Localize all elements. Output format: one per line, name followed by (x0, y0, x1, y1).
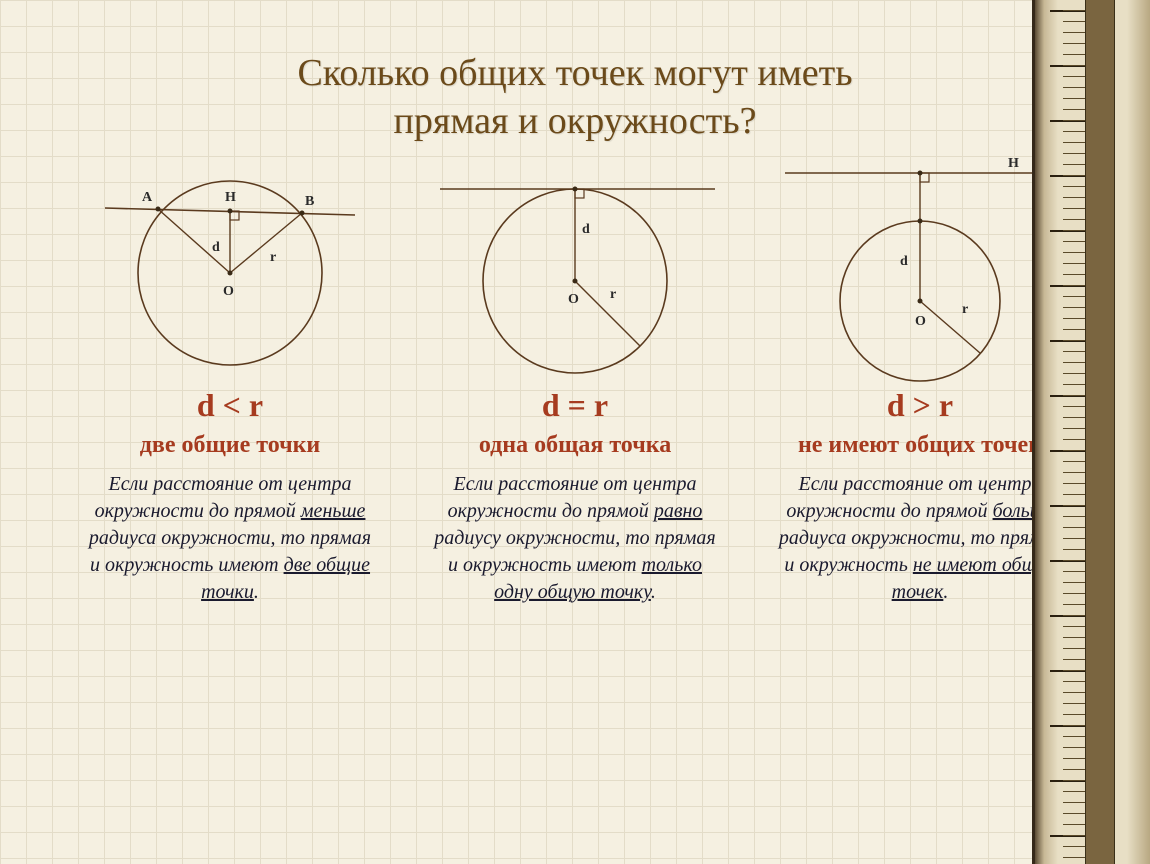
formula-1: d < r (197, 387, 263, 424)
svg-text:d: d (900, 254, 908, 269)
svg-text:r: r (962, 302, 968, 317)
diagram-2: d r О (425, 153, 725, 383)
slide-content: Сколько общих точек могут иметь прямая и… (0, 0, 1150, 864)
formula-3: d > r (887, 387, 953, 424)
page-title: Сколько общих точек могут иметь прямая и… (20, 0, 1130, 145)
svg-text:B: B (305, 194, 314, 209)
case-1: A H B d r О d < r две общие точки Если р… (80, 153, 380, 606)
columns-container: A H B d r О d < r две общие точки Если р… (80, 153, 1070, 606)
description-1: Если расстояние от центра окружности до … (80, 471, 380, 606)
description-3: Если расстояние от центра окружности до … (770, 471, 1070, 606)
subtitle-2: одна общая точка (479, 430, 671, 461)
case-3: H d r О d > r не имеют общих точек Если … (770, 153, 1070, 606)
diagram-1: A H B d r О (80, 153, 380, 383)
figure-two-points: A H B d r О (80, 153, 380, 383)
title-line-1: Сколько общих точек могут иметь (20, 50, 1130, 98)
ruler-groove (1085, 0, 1115, 864)
formula-2: d = r (542, 387, 608, 424)
svg-text:О: О (568, 292, 579, 307)
svg-text:A: A (142, 190, 153, 205)
svg-text:d: d (212, 240, 220, 255)
subtitle-3: не имеют общих точек (798, 430, 1042, 461)
svg-text:H: H (1008, 156, 1019, 171)
case-2: d r О d = r одна общая точка Если рассто… (425, 153, 725, 606)
svg-text:r: r (610, 287, 616, 302)
figure-one-point: d r О (425, 153, 725, 383)
subtitle-1: две общие точки (140, 430, 321, 461)
svg-text:О: О (915, 314, 926, 329)
ruler-decoration (1032, 0, 1150, 864)
figure-no-points: H d r О (770, 153, 1070, 383)
svg-text:О: О (223, 284, 234, 299)
description-2: Если расстояние от центра окружности до … (425, 471, 725, 606)
diagram-3: H d r О (770, 153, 1070, 383)
svg-text:d: d (582, 222, 590, 237)
svg-text:H: H (225, 190, 236, 205)
title-line-2: прямая и окружность? (20, 98, 1130, 146)
svg-text:r: r (270, 250, 276, 265)
